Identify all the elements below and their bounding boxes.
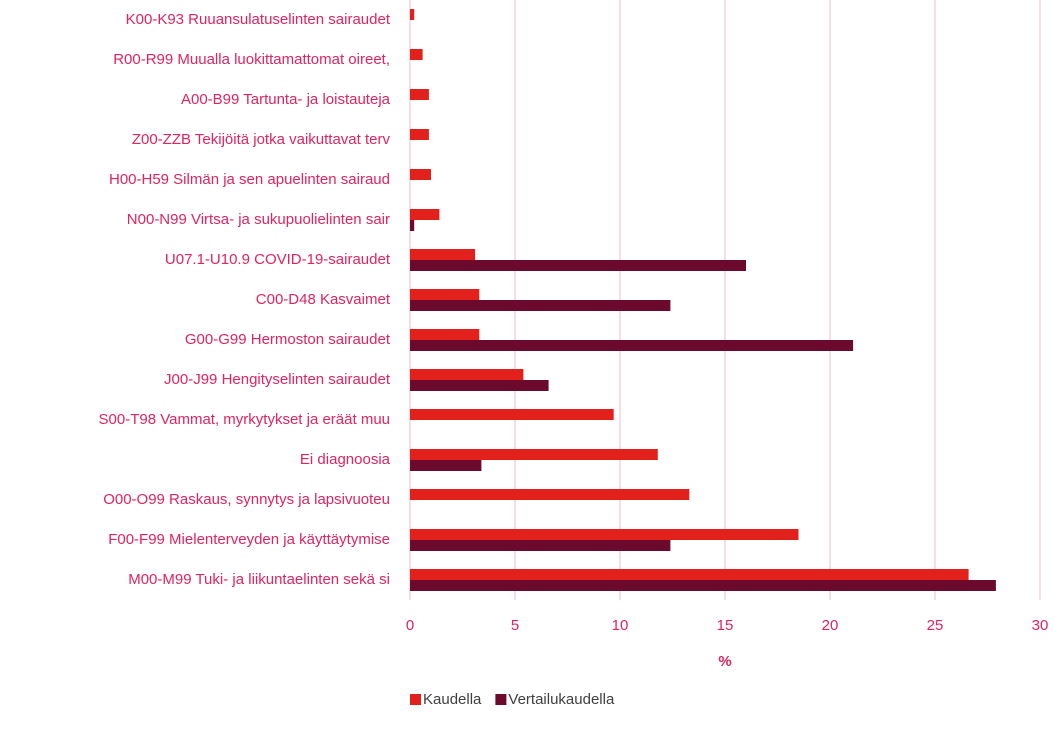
y-tick-label: J00-J99 Hengityselinten sairaudet xyxy=(164,371,391,388)
bar xyxy=(410,569,969,580)
x-tick-label: 15 xyxy=(717,617,734,634)
x-tick-label: 25 xyxy=(927,617,944,634)
bar xyxy=(410,220,415,231)
x-tick-label: 5 xyxy=(511,617,519,634)
y-tick-label: Ei diagnoosia xyxy=(300,451,391,468)
bar xyxy=(410,169,431,180)
bar xyxy=(410,489,690,500)
legend-label: Kaudella xyxy=(423,691,482,708)
x-axis-label: % xyxy=(718,653,731,670)
bar xyxy=(410,369,524,380)
y-tick-label: O00-O99 Raskaus, synnytys ja lapsivuoteu xyxy=(103,491,390,508)
y-tick-label: Z00-ZZB Tekijöitä jotka vaikuttavat terv xyxy=(132,131,391,148)
y-tick-label: R00-R99 Muualla luokittamattomat oireet, xyxy=(113,51,390,68)
y-tick-label: A00-B99 Tartunta- ja loistauteja xyxy=(181,91,391,108)
y-tick-label: N00-N99 Virtsa- ja sukupuolielinten sair xyxy=(127,211,390,228)
bar xyxy=(410,340,854,351)
bar xyxy=(410,49,423,60)
bar xyxy=(410,409,614,420)
x-tick-label: 0 xyxy=(406,617,414,634)
y-tick-label: H00-H59 Silmän ja sen apuelinten sairaud xyxy=(109,171,390,188)
bar xyxy=(410,209,440,220)
bar xyxy=(410,249,476,260)
y-tick-label: C00-D48 Kasvaimet xyxy=(256,291,391,308)
y-tick-label: G00-G99 Hermoston sairaudet xyxy=(185,331,391,348)
bar xyxy=(410,329,480,340)
x-tick-label: 30 xyxy=(1032,617,1049,634)
bar xyxy=(410,300,671,311)
legend-swatch xyxy=(495,694,507,705)
y-tick-label: S00-T98 Vammat, myrkytykset ja eräät muu xyxy=(99,411,390,428)
bar xyxy=(410,9,415,20)
y-tick-label: K00-K93 Ruuansulatuselinten sairaudet xyxy=(126,11,391,28)
x-tick-label: 10 xyxy=(612,617,629,634)
bar xyxy=(410,449,658,460)
bar xyxy=(410,580,996,591)
bar xyxy=(410,380,549,391)
y-tick-label: F00-F99 Mielenterveyden ja käyttäytymise xyxy=(108,531,390,548)
legend-swatch xyxy=(410,694,421,705)
bar xyxy=(410,529,799,540)
bar xyxy=(410,260,746,271)
bar xyxy=(410,129,429,140)
bar xyxy=(410,540,671,551)
y-tick-label: M00-M99 Tuki- ja liikuntaelinten sekä si xyxy=(128,571,390,588)
x-tick-label: 20 xyxy=(822,617,839,634)
bar xyxy=(410,289,480,300)
bar xyxy=(410,460,482,471)
y-tick-label: U07.1-U10.9 COVID-19-sairaudet xyxy=(165,251,391,268)
bar xyxy=(410,89,429,100)
legend-label: Vertailukaudella xyxy=(508,691,615,708)
